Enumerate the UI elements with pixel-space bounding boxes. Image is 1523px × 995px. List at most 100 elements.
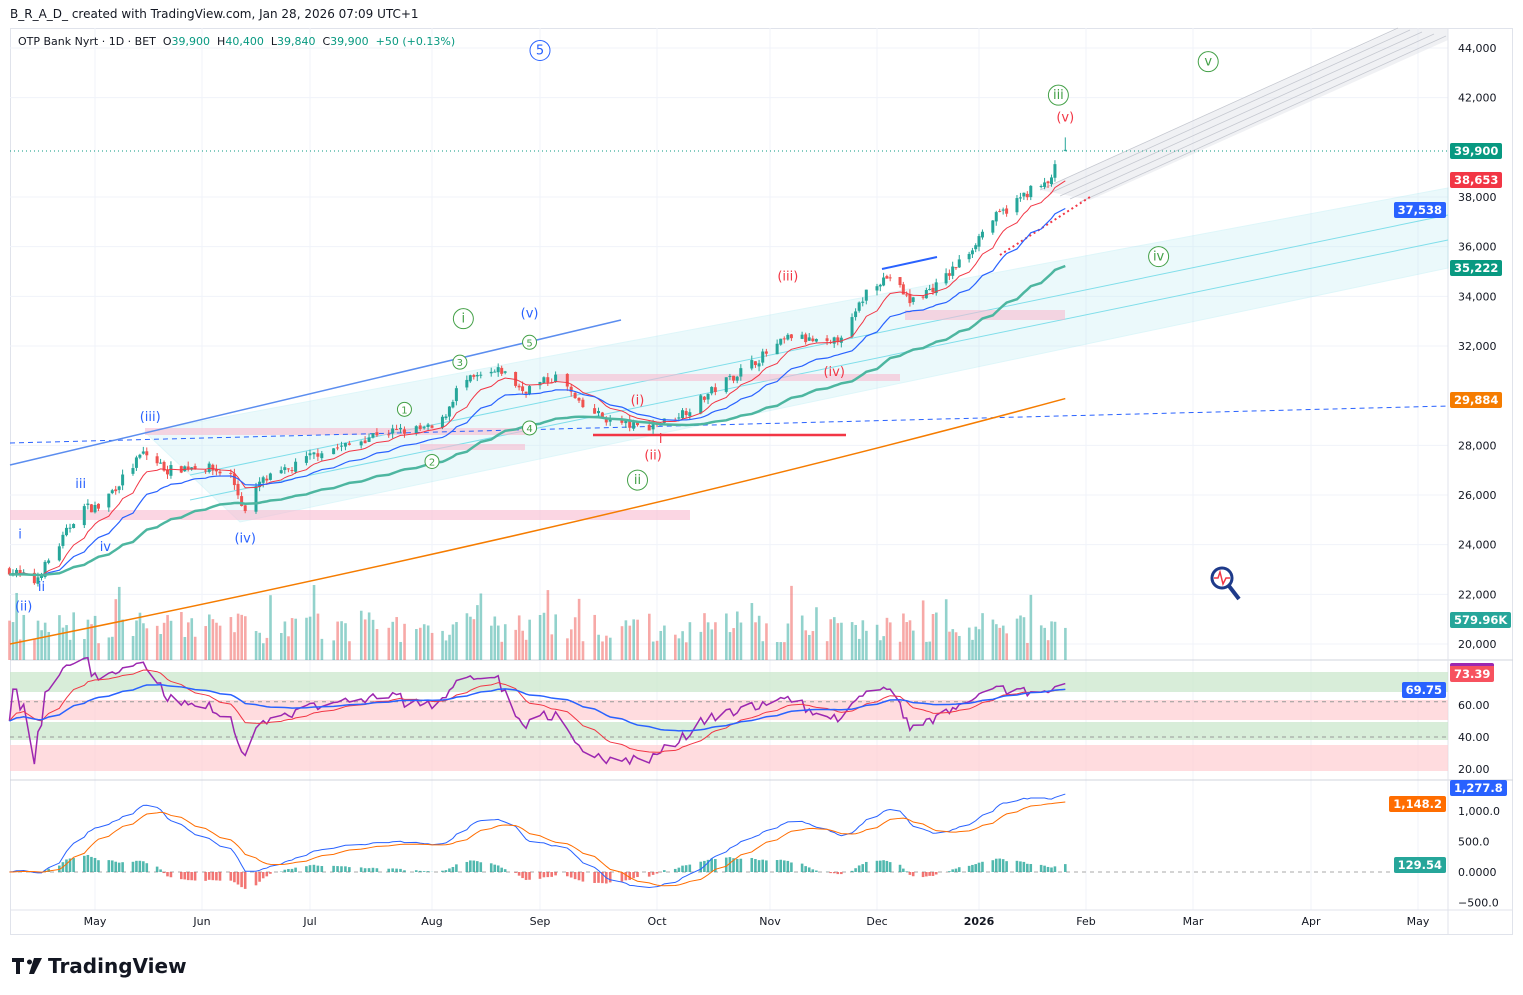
ma-mid-line[interactable] — [9, 207, 1066, 576]
candle-body[interactable] — [422, 427, 426, 429]
candle-body[interactable] — [710, 386, 714, 394]
candle-body[interactable] — [1015, 198, 1019, 213]
candle-body[interactable] — [440, 416, 444, 428]
candle-body[interactable] — [162, 461, 166, 471]
candle-body[interactable] — [951, 266, 955, 276]
candle-body[interactable] — [43, 561, 47, 577]
candle-body[interactable] — [577, 397, 581, 401]
candle-body[interactable] — [521, 386, 525, 392]
candle-body[interactable] — [750, 360, 754, 369]
candle-body[interactable] — [243, 505, 247, 512]
candle-body[interactable] — [290, 470, 294, 472]
candle-body[interactable] — [885, 276, 889, 279]
candle-body[interactable] — [145, 451, 149, 456]
candle-body[interactable] — [240, 496, 244, 506]
ma-long-line[interactable] — [9, 397, 1066, 645]
candle-body[interactable] — [343, 443, 347, 447]
candle-body[interactable] — [934, 282, 938, 294]
candle-body[interactable] — [517, 385, 521, 388]
rsi-ma-line[interactable] — [9, 683, 1066, 732]
candle-body[interactable] — [573, 392, 577, 399]
wave-label[interactable]: (v) — [1056, 111, 1074, 126]
fib-channel[interactable] — [1040, 28, 1448, 200]
wave-label[interactable]: iv — [100, 540, 112, 555]
candle-body[interactable] — [1029, 185, 1033, 198]
signal-line[interactable] — [9, 801, 1066, 887]
candle-body[interactable] — [204, 470, 208, 472]
candle-body[interactable] — [391, 428, 395, 434]
candle-body[interactable] — [134, 457, 138, 468]
candle-body[interactable] — [811, 338, 815, 342]
wave-label[interactable]: iii — [75, 477, 86, 492]
candle-body[interactable] — [1053, 164, 1057, 178]
wave-label[interactable]: (iv) — [234, 531, 255, 546]
candle-body[interactable] — [832, 337, 836, 344]
support-zone[interactable] — [905, 310, 1065, 320]
candle-body[interactable] — [186, 466, 190, 470]
candle-body[interactable] — [597, 411, 600, 414]
candle-body[interactable] — [861, 301, 865, 303]
candle-body[interactable] — [713, 387, 717, 393]
candle-body[interactable] — [155, 456, 159, 464]
wave-label[interactable]: iii — [1047, 84, 1069, 106]
ma-fast-line[interactable] — [9, 180, 1066, 576]
dashed-trendline[interactable] — [9, 405, 1449, 444]
candle-body[interactable] — [921, 296, 925, 298]
wave-label[interactable]: 2 — [424, 453, 440, 469]
wave-label[interactable]: iv — [1148, 246, 1170, 268]
candle-body[interactable] — [702, 396, 706, 400]
candle-body[interactable] — [308, 453, 312, 456]
candle-body[interactable] — [131, 468, 135, 474]
candle-body[interactable] — [739, 368, 743, 377]
candle-body[interactable] — [110, 490, 114, 494]
candle-body[interactable] — [493, 371, 497, 373]
candle-body[interactable] — [699, 395, 703, 414]
candle-body[interactable] — [786, 334, 790, 340]
candle-body[interactable] — [757, 363, 761, 367]
candle-body[interactable] — [312, 452, 316, 455]
rsi-ema-line[interactable] — [9, 669, 1066, 753]
candle-body[interactable] — [294, 461, 298, 472]
wave-label[interactable]: ii — [38, 580, 45, 595]
candle-body[interactable] — [732, 375, 736, 381]
candle-body[interactable] — [928, 289, 932, 291]
candle-body[interactable] — [604, 417, 608, 423]
candle-body[interactable] — [40, 575, 43, 578]
candle-body[interactable] — [901, 284, 905, 295]
candle-body[interactable] — [261, 477, 265, 483]
wave-label[interactable]: 5 — [529, 39, 551, 61]
candle-body[interactable] — [316, 453, 320, 457]
wave-label[interactable]: (iii) — [777, 269, 798, 284]
candle-body[interactable] — [214, 469, 218, 472]
candle-body[interactable] — [57, 546, 61, 561]
macd-line[interactable] — [9, 793, 1066, 889]
wave-label[interactable]: 5 — [522, 334, 538, 350]
candle-body[interactable] — [479, 374, 483, 376]
candle-body[interactable] — [898, 277, 902, 286]
candle-body[interactable] — [1025, 193, 1029, 198]
wave-label[interactable]: (iii) — [140, 410, 161, 425]
candle-body[interactable] — [465, 379, 469, 388]
candle-body[interactable] — [402, 429, 406, 434]
candle-body[interactable] — [677, 417, 681, 419]
candle-body[interactable] — [475, 374, 479, 377]
candle-body[interactable] — [347, 443, 351, 445]
wave-label[interactable]: (iv) — [823, 365, 844, 380]
parallel-channel[interactable] — [143, 187, 1449, 523]
candle-body[interactable] — [1022, 192, 1026, 197]
candle-body[interactable] — [96, 503, 100, 509]
candle-body[interactable] — [620, 418, 624, 423]
candle-body[interactable] — [489, 371, 493, 374]
candle-body[interactable] — [882, 277, 886, 286]
candle-body[interactable] — [779, 338, 783, 345]
candle-body[interactable] — [807, 337, 811, 341]
candle-body[interactable] — [581, 399, 585, 408]
candle-body[interactable] — [782, 338, 786, 340]
tradingview-logo[interactable]: TradingView — [12, 954, 187, 978]
candle-body[interactable] — [61, 534, 65, 546]
candle-body[interactable] — [336, 447, 340, 449]
candle-body[interactable] — [36, 577, 40, 584]
candle-body[interactable] — [888, 277, 892, 279]
wave-label[interactable]: (ii) — [644, 448, 661, 463]
candle-body[interactable] — [789, 334, 793, 339]
